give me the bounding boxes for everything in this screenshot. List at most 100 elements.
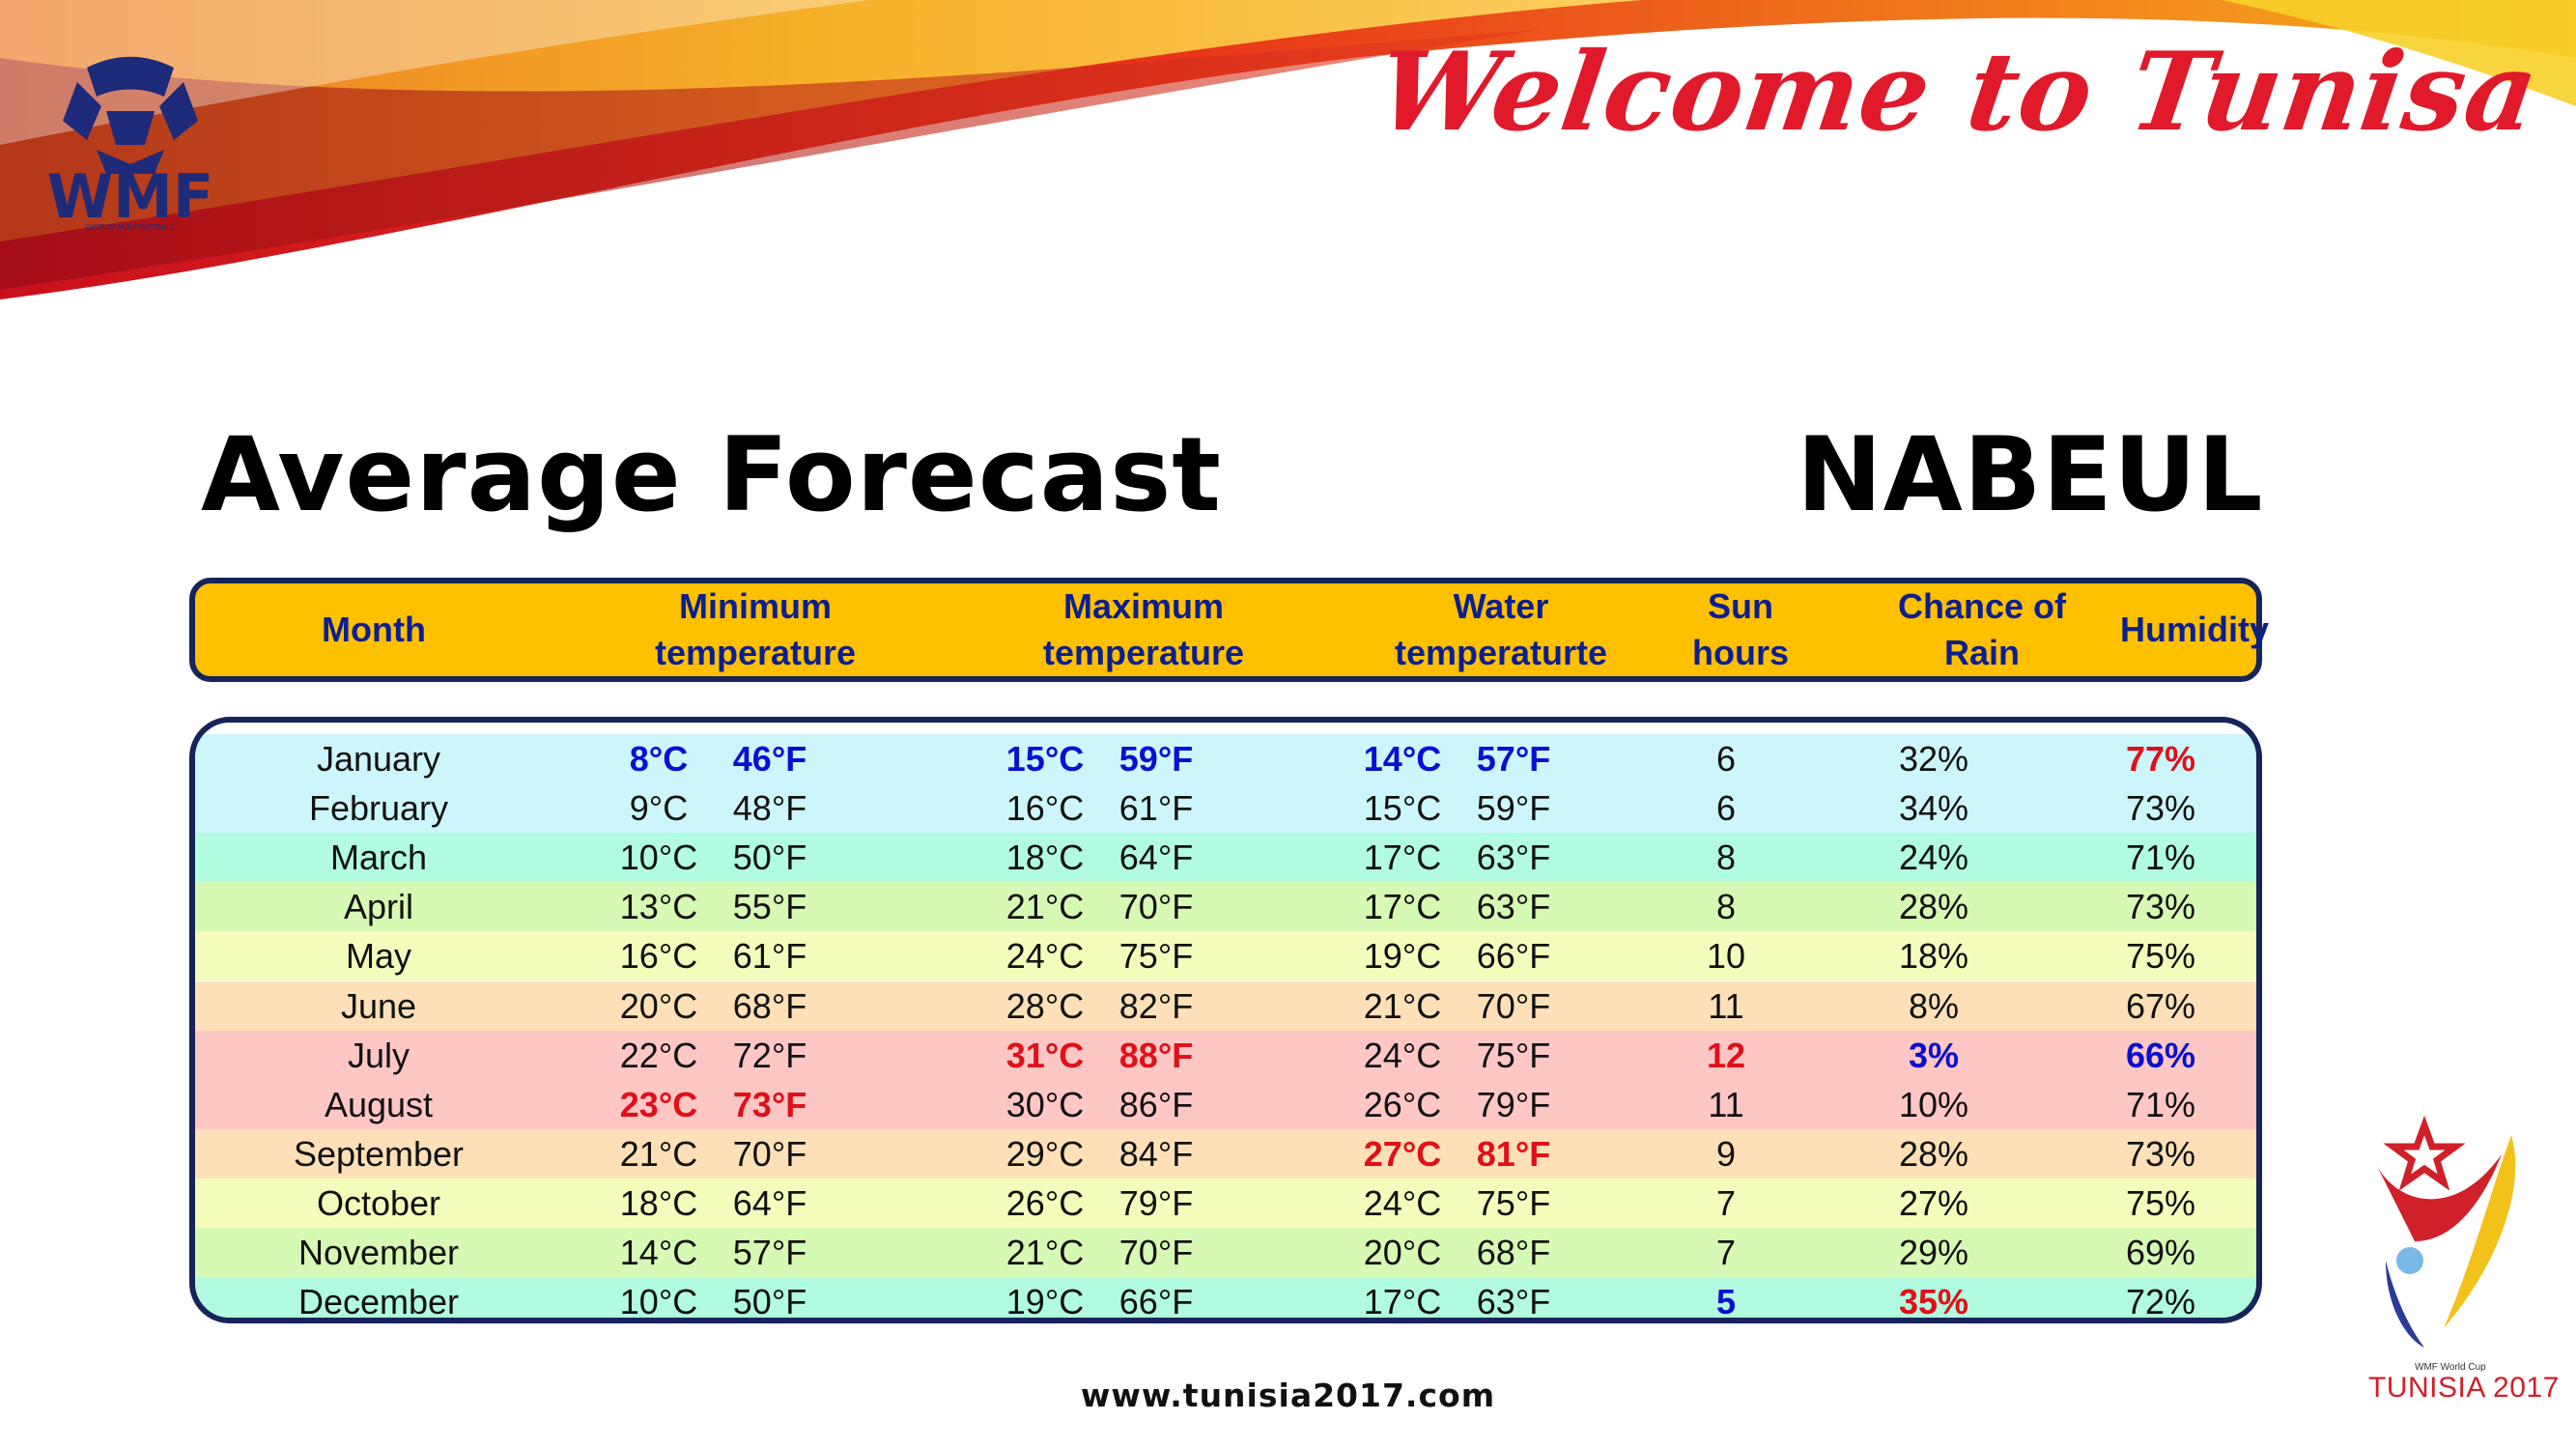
cell-min-f: 46°F — [732, 739, 807, 779]
table-row: May 16°C 61°F 24°C 75°F 19°C 66°F 10 18% 75% — [195, 931, 2256, 981]
cell-max-f: 86°F — [1118, 1084, 1194, 1124]
cell-min-f: 50°F — [732, 1282, 807, 1322]
cell-sun-hours: 12 — [1706, 1035, 1746, 1075]
cell-humidity: 73% — [2125, 887, 2196, 927]
website-url: www.tunisia2017.com — [1080, 1377, 1496, 1414]
table-row: June 20°C 68°F 28°C 82°F 21°C 70°F 11 8% 67% — [195, 980, 2256, 1031]
welcome-banner: Welcome to Tunisa — [1371, 19, 2546, 164]
table-row: February 9°C 48°F 16°C 61°F 15°C 59°F 6 34% 73% — [195, 783, 2256, 834]
welcome-text: Welcome to Tunisa — [1371, 29, 2547, 156]
cell-chance-of-rain: 32% — [1898, 739, 1969, 779]
table-row: July 22°C 72°F 31°C 88°F 24°C 75°F 12 3% 66% — [195, 1030, 2256, 1080]
cell-water-f: 75°F — [1476, 1182, 1551, 1223]
cell-chance-of-rain: 29% — [1898, 1233, 1969, 1272]
column-header-water-temp: Water temperaturte — [1394, 586, 1608, 672]
cell-max-f: 75°F — [1118, 936, 1194, 977]
cell-sun-hours: 10 — [1706, 936, 1746, 977]
cell-max-f: 66°F — [1118, 1282, 1194, 1322]
cell-max-c: 30°C — [1005, 1084, 1085, 1124]
cell-chance-of-rain: 10% — [1898, 1084, 1969, 1124]
cell-max-c: 29°C — [1005, 1133, 1085, 1174]
cell-min-c: 9°C — [629, 788, 689, 829]
cell-water-f: 81°F — [1476, 1133, 1551, 1174]
cell-humidity: 72% — [2125, 1282, 2196, 1322]
cell-min-f: 73°F — [732, 1084, 807, 1124]
cell-max-c: 24°C — [1005, 936, 1085, 977]
cell-month: January — [316, 739, 441, 779]
cell-water-c: 21°C — [1363, 985, 1442, 1026]
cell-min-f: 57°F — [732, 1233, 807, 1272]
cell-max-f: 88°F — [1118, 1035, 1194, 1075]
table-row: April 13°C 55°F 21°C 70°F 17°C 63°F 8 28% 73% — [195, 882, 2256, 932]
cell-max-f: 79°F — [1118, 1182, 1194, 1223]
cell-water-f: 70°F — [1476, 985, 1551, 1026]
cell-humidity: 73% — [2125, 1133, 2196, 1174]
cell-month: June — [340, 985, 417, 1026]
cell-chance-of-rain: 28% — [1898, 1133, 1969, 1174]
cell-sun-hours: 5 — [1715, 1282, 1737, 1322]
cell-min-c: 21°C — [619, 1133, 698, 1174]
cell-min-f: 61°F — [732, 936, 807, 977]
forecast-table-body: January 8°C 46°F 15°C 59°F 14°C 57°F 6 32% 77% Feb… — [189, 717, 2262, 1323]
cell-chance-of-rain: 34% — [1898, 788, 1969, 829]
cell-sun-hours: 8 — [1715, 838, 1737, 878]
cell-water-f: 79°F — [1476, 1084, 1551, 1124]
cell-water-f: 63°F — [1476, 838, 1551, 878]
cell-humidity: 73% — [2125, 788, 2196, 829]
cup-name: TUNISIA 2017 — [2368, 1372, 2560, 1404]
cell-chance-of-rain: 18% — [1898, 936, 1969, 977]
cell-max-f: 64°F — [1118, 838, 1194, 878]
cup-caption: WMF World Cup — [2415, 1362, 2486, 1373]
cell-max-c: 26°C — [1005, 1182, 1085, 1223]
cell-humidity: 69% — [2125, 1233, 2196, 1272]
cell-max-c: 15°C — [1005, 739, 1085, 779]
cell-max-f: 84°F — [1118, 1133, 1194, 1174]
cell-chance-of-rain: 8% — [1908, 985, 1960, 1026]
column-header-month: Month — [322, 610, 426, 649]
cell-chance-of-rain: 24% — [1898, 838, 1969, 878]
cell-max-f: 70°F — [1118, 1233, 1194, 1272]
cell-month: March — [329, 838, 428, 878]
cell-month: April — [343, 887, 414, 927]
svg-text:WORLD MINIFOOTBALL: WORLD MINIFOOTBALL — [86, 223, 176, 232]
cell-sun-hours: 11 — [1708, 985, 1744, 1026]
table-header: Month Minimum temperature Maximum temper… — [189, 578, 2269, 682]
cell-chance-of-rain: 27% — [1898, 1182, 1969, 1223]
cell-max-c: 18°C — [1005, 838, 1085, 878]
cell-month: October — [316, 1182, 441, 1223]
cell-max-c: 16°C — [1005, 788, 1085, 829]
cell-min-c: 10°C — [619, 838, 698, 878]
cell-chance-of-rain: 3% — [1908, 1035, 1960, 1075]
cell-max-c: 28°C — [1005, 985, 1085, 1026]
cell-water-f: 63°F — [1476, 1282, 1551, 1322]
cell-humidity: 67% — [2125, 985, 2196, 1026]
cell-min-f: 72°F — [732, 1035, 807, 1075]
cell-humidity: 66% — [2125, 1035, 2196, 1075]
cell-sun-hours: 6 — [1715, 788, 1737, 829]
cell-chance-of-rain: 35% — [1898, 1282, 1969, 1322]
svg-text:WMF: WMF — [47, 161, 213, 232]
cell-min-f: 48°F — [732, 788, 807, 829]
cell-max-c: 21°C — [1005, 1233, 1085, 1272]
cell-min-c: 13°C — [619, 887, 698, 927]
column-header-humidity: Humidity — [2119, 610, 2269, 649]
header-banner-swoosh — [0, 0, 2576, 299]
cell-sun-hours: 8 — [1715, 887, 1737, 927]
column-header-max-temp: Maximum temperature — [1042, 586, 1245, 672]
cell-min-c: 8°C — [629, 739, 689, 779]
column-header-min-temp: Minimum temperature — [654, 586, 857, 672]
cell-water-c: 26°C — [1363, 1084, 1442, 1124]
cell-water-f: 75°F — [1476, 1035, 1551, 1075]
cell-water-c: 20°C — [1363, 1233, 1442, 1272]
cell-max-f: 61°F — [1118, 788, 1194, 829]
cell-min-f: 70°F — [732, 1133, 807, 1174]
table-row: October 18°C 64°F 26°C 79°F 24°C 75°F 7 27% 75% — [195, 1178, 2256, 1228]
cell-water-c: 15°C — [1363, 788, 1442, 829]
cell-min-c: 18°C — [619, 1182, 698, 1223]
cell-min-f: 64°F — [732, 1182, 807, 1223]
cell-water-f: 63°F — [1476, 887, 1551, 927]
cell-water-c: 24°C — [1363, 1182, 1442, 1223]
cell-month: May — [345, 936, 411, 977]
world-cup-logo — [2357, 1096, 2555, 1415]
cell-max-c: 31°C — [1005, 1035, 1085, 1075]
